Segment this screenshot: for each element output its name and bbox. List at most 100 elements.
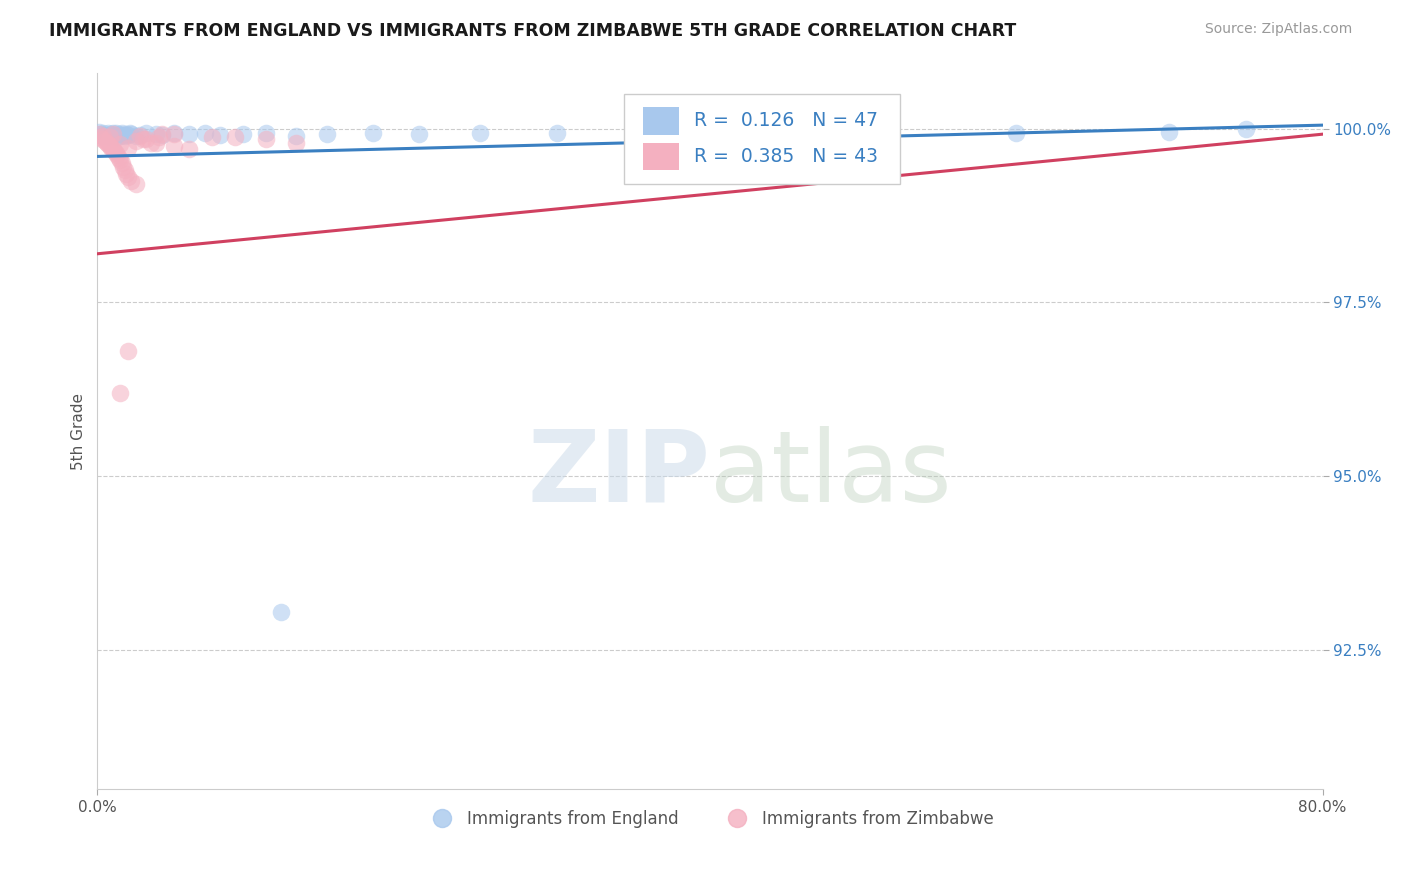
Point [148,130,170,145]
Point [129,128,152,143]
Point [93,128,115,143]
Point [103,128,125,142]
Point [1234,121,1257,136]
Point [124,134,146,148]
Point [104,145,127,160]
Point [93,127,115,141]
Point [254,127,277,141]
Text: Source: ZipAtlas.com: Source: ZipAtlas.com [1205,22,1353,37]
Legend: Immigrants from England, Immigrants from Zimbabwe: Immigrants from England, Immigrants from… [419,804,1001,835]
Point [103,144,125,158]
Text: R =  0.385   N = 43: R = 0.385 N = 43 [695,147,877,166]
Point [110,153,132,167]
Point [96,129,118,144]
Point [135,127,157,141]
Point [115,167,138,181]
Point [254,132,277,146]
Point [118,127,141,141]
Text: IMMIGRANTS FROM ENGLAND VS IMMIGRANTS FROM ZIMBABWE 5TH GRADE CORRELATION CHART: IMMIGRANTS FROM ENGLAND VS IMMIGRANTS FR… [49,22,1017,40]
Point [117,141,139,155]
Point [117,170,139,185]
Point [87,125,110,139]
Point [163,127,186,141]
Point [107,151,129,165]
Point [98,139,121,153]
Point [117,344,139,359]
Point [97,136,120,151]
Point [163,139,186,153]
Point [101,126,124,140]
Point [101,143,124,157]
Point [208,128,231,142]
Point [132,132,155,146]
Point [150,127,173,141]
Point [112,160,135,174]
Point [546,127,568,141]
Point [699,127,721,141]
Point [852,127,875,141]
Point [114,163,136,178]
Point [179,127,201,141]
Point [285,128,308,143]
Point [111,156,134,170]
Point [98,130,121,145]
Point [91,132,114,146]
Point [115,127,138,141]
Point [105,130,128,145]
Point [105,148,128,162]
Point [201,130,224,145]
Point [145,127,167,141]
Point [120,127,142,141]
Point [129,128,152,142]
Point [150,128,173,142]
Point [87,127,110,141]
Point [139,136,162,150]
Point [163,127,186,141]
Text: ZIP: ZIP [527,425,710,523]
Point [145,136,167,150]
Point [104,127,127,141]
Point [91,128,114,143]
Point [112,128,135,142]
Bar [643,144,679,170]
Text: R =  0.126   N = 47: R = 0.126 N = 47 [695,112,877,130]
Point [110,128,132,143]
Point [117,128,139,142]
Point [101,127,124,141]
Point [89,127,111,141]
Point [94,128,117,142]
Point [1159,125,1181,139]
Point [193,127,215,141]
Point [100,127,122,141]
Point [100,141,122,155]
Point [111,127,134,141]
Point [621,127,644,141]
Point [285,136,308,150]
Point [120,174,142,188]
Point [110,385,132,400]
Point [1005,127,1028,141]
Point [124,128,146,143]
Point [270,605,292,619]
Point [775,127,797,141]
Point [98,128,121,143]
Point [114,128,136,143]
Y-axis label: 5th Grade: 5th Grade [72,392,86,469]
Point [361,127,384,141]
FancyBboxPatch shape [624,95,900,184]
Point [232,127,254,141]
Point [179,143,201,157]
Point [97,127,120,141]
Point [408,127,430,141]
Point [110,136,132,151]
Point [96,136,118,150]
Point [89,130,111,145]
Point [94,134,117,148]
Point [470,127,492,141]
Bar [643,107,679,135]
Point [316,127,339,141]
Text: atlas: atlas [710,425,952,523]
Point [224,130,246,145]
Point [124,178,146,192]
Point [135,132,157,146]
